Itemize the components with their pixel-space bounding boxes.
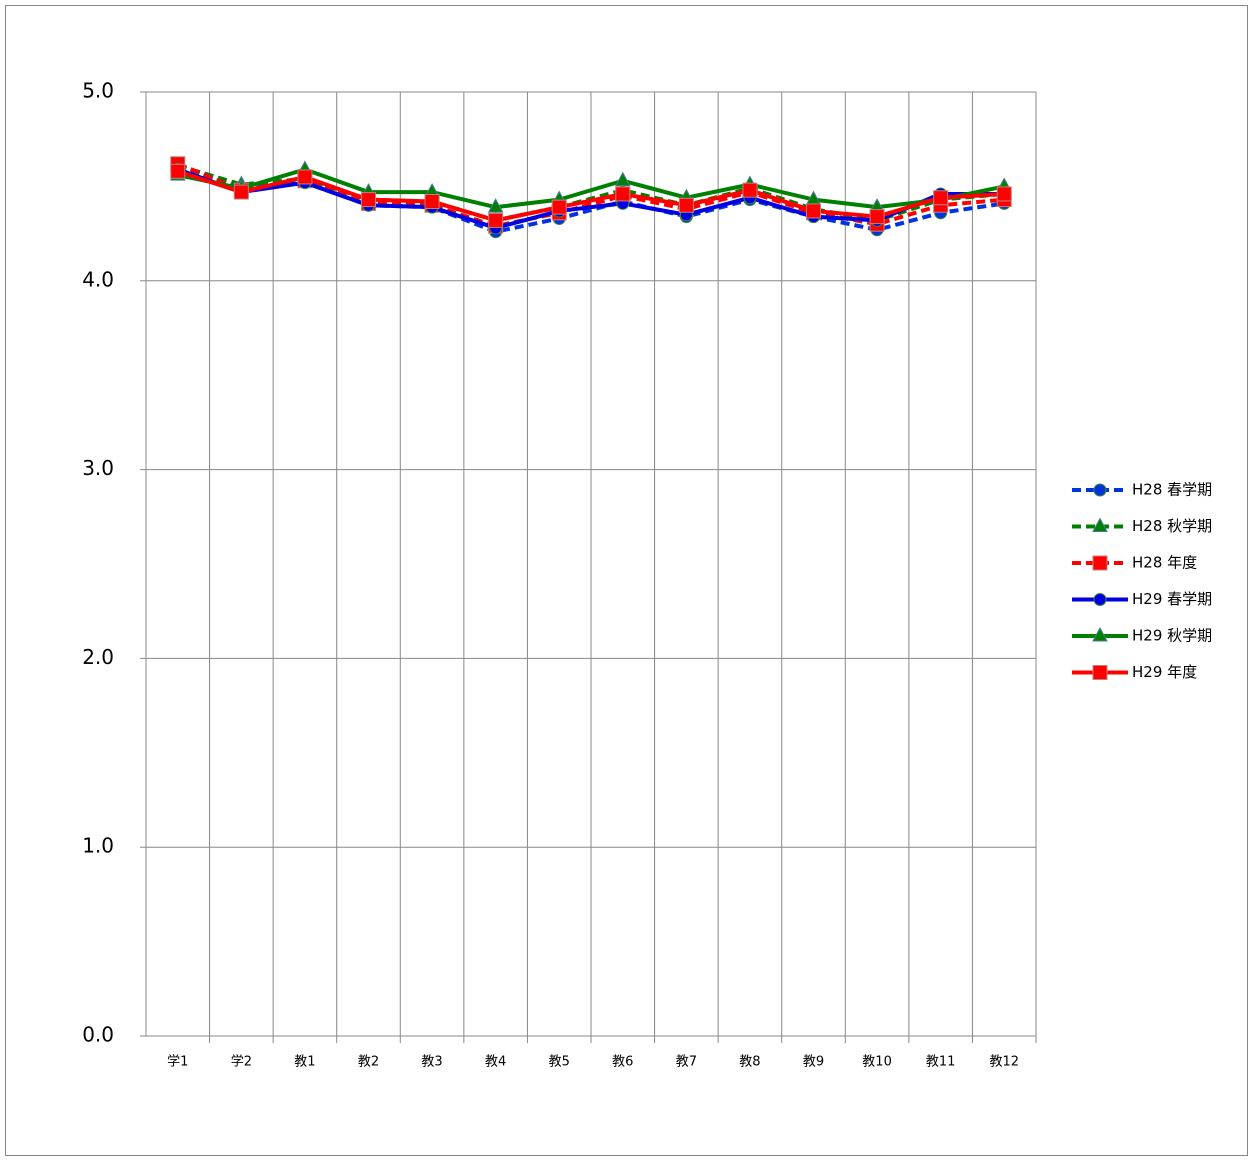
data-point [297, 169, 313, 185]
legend-marker [1092, 555, 1108, 571]
x-tick-label: 学2 [231, 1054, 252, 1070]
legend-label: H29 春学期 [1132, 590, 1212, 608]
x-tick-label: 教11 [926, 1054, 956, 1070]
data-point [551, 199, 567, 215]
y-tick-label: 3.0 [82, 456, 114, 480]
x-tick-label: 教4 [485, 1054, 506, 1070]
data-point [614, 171, 631, 187]
x-tick-label: 教5 [549, 1054, 570, 1070]
x-tick-label: 教1 [294, 1054, 315, 1070]
x-tick-label: 教6 [612, 1054, 633, 1070]
x-tick-label: 教3 [421, 1054, 442, 1070]
legend-label: H28 年度 [1132, 554, 1197, 572]
data-point [806, 203, 821, 219]
data-point [678, 197, 694, 213]
data-point [742, 182, 758, 198]
y-tick-label: 2.0 [82, 645, 114, 669]
data-point [170, 163, 186, 179]
series-line [177, 169, 1005, 223]
legend-marker [1092, 517, 1108, 532]
data-point [487, 198, 504, 213]
legend-label: H28 秋学期 [1132, 517, 1212, 535]
x-tick-label: 教8 [739, 1054, 760, 1070]
data-point [424, 194, 440, 210]
data-point [996, 186, 1012, 202]
data-point [933, 190, 949, 206]
x-tick-label: 教12 [989, 1054, 1019, 1070]
legend-marker [1093, 593, 1107, 606]
legend-label: H28 春学期 [1132, 481, 1212, 499]
x-tick-label: 教9 [803, 1054, 824, 1070]
series-line [177, 167, 1005, 210]
x-tick-label: 教2 [358, 1054, 379, 1070]
data-point [869, 209, 885, 225]
legend-label: H29 年度 [1132, 663, 1197, 681]
y-tick-label: 0.0 [82, 1023, 114, 1047]
x-tick-label: 教10 [862, 1054, 892, 1070]
data-point [361, 192, 376, 208]
legend-marker [1093, 483, 1107, 497]
data-point [615, 186, 631, 202]
x-tick-label: 学1 [167, 1054, 188, 1070]
y-tick-label: 1.0 [82, 834, 114, 858]
legend-label: H29 秋学期 [1132, 627, 1212, 645]
data-point [233, 184, 249, 200]
y-tick-label: 5.0 [82, 79, 114, 103]
series-line [177, 167, 1005, 230]
legend-marker [1092, 665, 1108, 680]
y-tick-label: 4.0 [82, 267, 114, 291]
data-point [488, 212, 504, 228]
x-tick-label: 教7 [676, 1054, 697, 1070]
legend-marker [1092, 626, 1108, 642]
